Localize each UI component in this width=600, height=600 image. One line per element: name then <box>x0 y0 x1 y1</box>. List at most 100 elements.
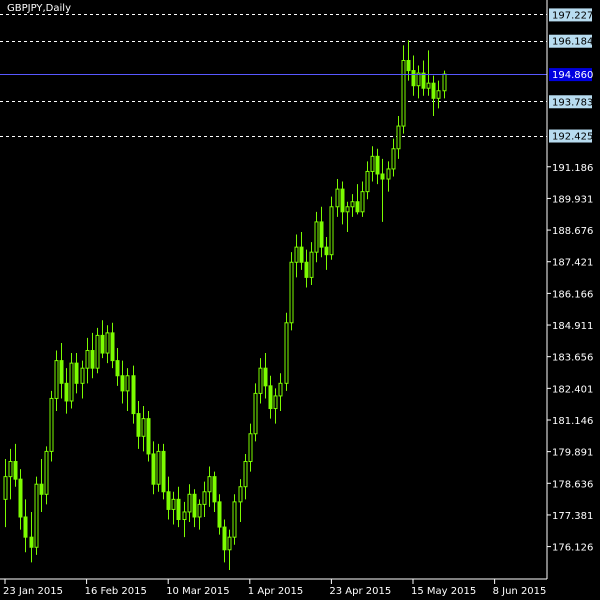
candle-body-bull <box>258 367 263 394</box>
candle-body-bull <box>125 375 130 392</box>
candle-body-bull <box>273 395 278 410</box>
price-tick-label: 177.381 <box>552 511 593 522</box>
price-axis-labels: 176.126 177.381 178.636 179.891 181.146 182.4… <box>547 8 593 554</box>
candle-body-bull <box>294 246 299 263</box>
candle-body-bear <box>431 82 436 99</box>
candle-body-bull <box>396 125 401 150</box>
level-label: 196.184 <box>552 37 593 48</box>
candle-body-bull <box>360 191 365 213</box>
candle-body-bull <box>171 498 176 510</box>
price-tick-label: 183.656 <box>552 353 593 364</box>
time-tick-label: 10 Mar 2015 <box>166 586 229 597</box>
level-label-box <box>549 129 592 143</box>
price-tick-label: 191.186 <box>552 163 593 174</box>
candle-body-bull <box>54 360 59 399</box>
level-label-box <box>549 8 592 22</box>
time-tick-label: 23 Jan 2015 <box>3 586 63 597</box>
candle-body-bull <box>436 90 441 99</box>
candle-body-bear <box>375 155 380 175</box>
candle-body-bear <box>18 478 23 518</box>
candle-body-bear <box>13 461 18 480</box>
price-tick-label: 188.676 <box>552 226 593 237</box>
candle-body-bear <box>151 453 156 485</box>
candle-body-bull <box>202 491 207 505</box>
candle-body-bull <box>197 503 202 518</box>
candle-body-bull <box>85 350 90 369</box>
candle-body-bear <box>304 261 309 278</box>
candle-body-bull <box>365 170 370 193</box>
level-label: 193.783 <box>552 97 593 108</box>
candle-body-bear <box>263 367 268 387</box>
candle-body-bear <box>166 491 171 510</box>
candle-body-bull <box>284 322 289 384</box>
candle-body-bull <box>386 168 391 180</box>
candle-body-bear <box>176 498 181 521</box>
candle-body-bear <box>192 493 197 518</box>
level-lines <box>0 14 547 137</box>
time-tick-label: 23 Apr 2015 <box>329 586 391 597</box>
price-tick-label: 186.166 <box>552 289 593 300</box>
candle-body-bear <box>268 385 273 410</box>
price-tick-label: 182.401 <box>552 384 593 395</box>
candle-body-bull <box>156 450 161 485</box>
candle-body-bear <box>100 334 105 354</box>
candle-body-bear <box>39 483 44 495</box>
candle-body-bull <box>238 486 243 503</box>
price-tick-label: 178.636 <box>552 479 593 490</box>
candle-body-bear <box>136 413 141 437</box>
candle-body-bear <box>380 173 385 180</box>
candle-body-bull <box>335 188 340 208</box>
candle-body-bear <box>23 516 28 538</box>
candle-body-bear <box>115 360 120 377</box>
candle-body-bull <box>426 82 431 89</box>
candle-body-bull <box>105 332 110 354</box>
current-price-label: 194.860 <box>552 70 593 81</box>
candle-body-bull <box>207 476 212 493</box>
candle-body-bull <box>345 206 350 213</box>
candle-body-bull <box>278 382 283 397</box>
candle-body-bull <box>309 251 314 278</box>
candle-body-bull <box>80 367 85 384</box>
candle-body-bull <box>44 450 49 495</box>
candle-body-bear <box>64 382 69 402</box>
time-tick-label: 8 Jun 2015 <box>493 586 547 597</box>
candle-body-bull <box>442 73 447 92</box>
time-tick-label: 15 May 2015 <box>411 586 476 597</box>
candle-body-bear <box>161 450 166 493</box>
candle-body-bull <box>8 461 13 478</box>
price-tick-label: 181.146 <box>552 416 593 427</box>
candle-body-bull <box>232 501 237 538</box>
candle-body-bull <box>401 59 406 127</box>
level-label-box <box>549 95 592 109</box>
candle-body-bear <box>421 72 426 89</box>
instrument-label: GBPJPY,Daily <box>7 3 71 14</box>
candle-body-bull <box>350 201 355 208</box>
level-label-box <box>549 34 592 48</box>
candle-body-bull <box>243 461 248 488</box>
candle-body-bull <box>391 148 396 170</box>
candle-body-bull <box>314 221 319 253</box>
candle-body-bear <box>411 70 416 87</box>
candle-body-bull <box>227 536 232 551</box>
candle-body-bull <box>95 334 100 369</box>
candle-body-bear <box>217 501 222 528</box>
price-tick-label: 189.931 <box>552 194 593 205</box>
level-label: 192.425 <box>552 132 593 143</box>
candle-body-bull <box>34 483 39 548</box>
candle-body-bear <box>222 526 227 551</box>
candlestick-series <box>3 40 447 570</box>
candle-body-bull <box>248 433 253 463</box>
candle-body-bull <box>253 392 258 435</box>
candle-body-bear <box>110 332 115 362</box>
candle-body-bull <box>3 476 8 500</box>
candle-body-bear <box>59 360 64 384</box>
price-tick-label: 184.911 <box>552 321 593 332</box>
candle-body-bull <box>69 362 74 402</box>
candle-body-bear <box>355 201 360 213</box>
candle-body-bear <box>340 188 345 213</box>
price-tick-label: 187.421 <box>552 258 593 269</box>
candle-body-bear <box>212 476 217 503</box>
candle-body-bull <box>182 511 187 521</box>
candle-body-bull <box>187 493 192 513</box>
